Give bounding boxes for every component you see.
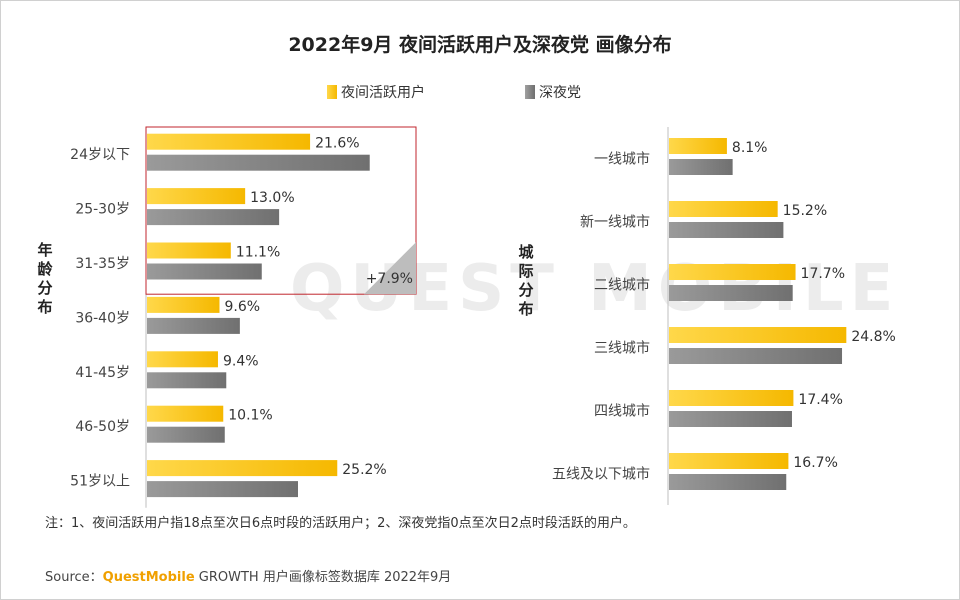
bar-late-night bbox=[669, 411, 792, 427]
category-label: 46-50岁 bbox=[75, 419, 130, 435]
category-label: 41-45岁 bbox=[75, 365, 130, 381]
annotation-delta: +7.9% bbox=[366, 271, 413, 287]
bar-late-night bbox=[669, 159, 733, 175]
value-label-night-active: 17.4% bbox=[798, 392, 842, 408]
bar-night-active bbox=[147, 188, 246, 205]
bar-late-night bbox=[147, 317, 240, 334]
bar-late-night bbox=[147, 263, 262, 280]
legend-swatch-gray bbox=[525, 85, 535, 99]
category-label: 51岁以上 bbox=[70, 474, 130, 490]
bar-night-active bbox=[147, 133, 311, 150]
value-label-night-active: 17.7% bbox=[801, 266, 845, 282]
legend-label-late-night: 深夜党 bbox=[539, 85, 581, 101]
bar-night-active bbox=[669, 138, 727, 154]
category-label: 25-30岁 bbox=[75, 202, 130, 218]
group-label-char: 分 bbox=[518, 281, 533, 299]
source-suffix: GROWTH 用户画像标签数据库 2022年9月 bbox=[194, 570, 452, 585]
value-label-night-active: 16.7% bbox=[793, 455, 837, 471]
group-label-char: 城 bbox=[518, 243, 533, 261]
value-label-night-active: 8.1% bbox=[732, 140, 768, 156]
group-label-char: 年 bbox=[37, 241, 52, 259]
group-label-char: 际 bbox=[518, 262, 533, 280]
category-label: 新一线城市 bbox=[580, 214, 650, 231]
bar-late-night bbox=[147, 209, 280, 226]
legend-item-night-active: 夜间活跃用户 bbox=[327, 82, 425, 102]
bar-night-active bbox=[669, 390, 794, 406]
footnote: 注：1、夜间活跃用户指18点至次日6点时段的活跃用户；2、深夜党指0点至次日2点… bbox=[45, 516, 636, 531]
value-label-night-active: 13.0% bbox=[250, 190, 294, 206]
category-label: 36-40岁 bbox=[75, 310, 130, 326]
source-brand: QuestMobile bbox=[102, 570, 195, 585]
value-label-night-active: 24.8% bbox=[851, 329, 895, 345]
source-line: Source：QuestMobile GROWTH 用户画像标签数据库 2022… bbox=[45, 566, 451, 585]
category-label: 31-35岁 bbox=[75, 256, 130, 272]
bar-late-night bbox=[669, 285, 793, 301]
chart-title: 2022年9月 夜间活跃用户及深夜党 画像分布 bbox=[288, 34, 672, 56]
legend-label-night-active: 夜间活跃用户 bbox=[341, 85, 425, 101]
category-label: 二线城市 bbox=[594, 277, 650, 294]
bar-night-active bbox=[147, 405, 224, 422]
value-label-night-active: 21.6% bbox=[315, 136, 359, 152]
bar-late-night bbox=[669, 474, 787, 490]
category-label: 四线城市 bbox=[594, 403, 650, 420]
category-label: 一线城市 bbox=[594, 151, 650, 168]
legend-item-late-night: 深夜党 bbox=[525, 82, 581, 102]
bar-late-night bbox=[147, 154, 370, 171]
group-label-char: 龄 bbox=[37, 260, 53, 278]
category-label: 三线城市 bbox=[594, 340, 650, 357]
bar-late-night bbox=[147, 426, 225, 443]
bar-late-night bbox=[147, 372, 227, 389]
bar-late-night bbox=[147, 481, 298, 498]
bar-night-active bbox=[147, 460, 338, 477]
value-label-night-active: 9.6% bbox=[224, 299, 260, 315]
bar-late-night bbox=[669, 348, 843, 364]
bar-night-active bbox=[147, 296, 220, 313]
value-label-night-active: 11.1% bbox=[236, 245, 280, 261]
category-label: 24岁以下 bbox=[70, 147, 130, 163]
bar-night-active bbox=[669, 453, 789, 469]
bar-night-active bbox=[147, 351, 218, 368]
value-label-night-active: 15.2% bbox=[783, 203, 827, 219]
bar-night-active bbox=[669, 264, 796, 280]
value-label-night-active: 25.2% bbox=[342, 462, 386, 478]
value-label-night-active: 10.1% bbox=[228, 408, 272, 424]
group-label-char: 布 bbox=[37, 298, 52, 316]
source-prefix: Source： bbox=[45, 570, 103, 585]
group-label-char: 布 bbox=[518, 300, 533, 318]
legend-swatch-gold bbox=[327, 85, 337, 99]
group-label-char: 分 bbox=[37, 279, 52, 297]
bar-night-active bbox=[669, 201, 778, 217]
highlight-box bbox=[145, 126, 417, 295]
bar-night-active bbox=[669, 327, 847, 343]
highlight-corner bbox=[364, 242, 416, 295]
bar-late-night bbox=[669, 222, 784, 238]
bar-night-active bbox=[147, 242, 231, 259]
value-label-night-active: 9.4% bbox=[223, 353, 259, 369]
category-label: 五线及以下城市 bbox=[552, 466, 650, 483]
